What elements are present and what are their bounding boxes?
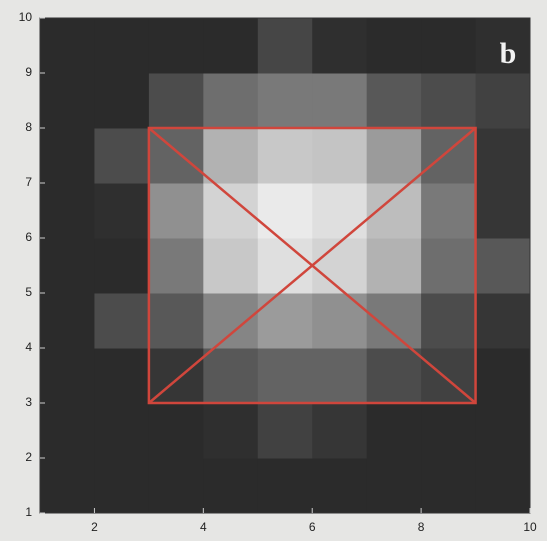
heat-cell [476, 238, 531, 294]
heat-cell [203, 458, 258, 514]
heat-cell [258, 348, 313, 404]
heat-cell [312, 73, 367, 129]
y-tick-label: 5 [25, 285, 32, 299]
heat-cell [312, 403, 367, 459]
y-tick-label: 8 [25, 120, 32, 134]
heat-cell [203, 238, 258, 294]
heat-cell [94, 348, 149, 404]
heat-cell [203, 18, 258, 74]
heat-cell [94, 18, 149, 74]
heat-cell [94, 403, 149, 459]
heat-cell [258, 403, 313, 459]
heat-cell [258, 183, 313, 239]
y-tick-label: 2 [25, 450, 32, 464]
heat-cell [258, 293, 313, 349]
heat-cell [258, 18, 313, 74]
heat-cell [94, 183, 149, 239]
heat-cell [94, 238, 149, 294]
heat-cell [40, 348, 95, 404]
heat-cell [40, 458, 95, 514]
y-tick-label: 9 [25, 65, 32, 79]
heat-cell [94, 73, 149, 129]
heat-cell [312, 348, 367, 404]
heat-cell [476, 403, 531, 459]
heat-cell [312, 128, 367, 184]
chart: 24681012345678910b [0, 0, 547, 541]
heat-cell [258, 238, 313, 294]
heat-cell [367, 348, 422, 404]
heat-cell [421, 128, 476, 184]
heat-cell [40, 403, 95, 459]
heat-cell [367, 238, 422, 294]
heat-cell [40, 238, 95, 294]
heat-cell [149, 458, 204, 514]
heat-cell [94, 128, 149, 184]
heat-cell [312, 458, 367, 514]
y-tick-label: 7 [25, 175, 32, 189]
x-tick-label: 6 [309, 520, 316, 534]
heat-cell [367, 458, 422, 514]
heat-cell [94, 293, 149, 349]
y-tick-label: 10 [19, 10, 33, 24]
heat-cell [421, 458, 476, 514]
y-tick-label: 1 [25, 505, 32, 519]
x-tick-label: 4 [200, 520, 207, 534]
heat-cell [312, 18, 367, 74]
heat-cell [421, 293, 476, 349]
y-tick-label: 6 [25, 230, 32, 244]
heat-cell [94, 458, 149, 514]
heat-cell [421, 183, 476, 239]
heat-cell [421, 73, 476, 129]
heat-cell [367, 403, 422, 459]
heat-cell [203, 403, 258, 459]
x-tick-label: 8 [418, 520, 425, 534]
heat-cell [40, 183, 95, 239]
y-tick-label: 3 [25, 395, 32, 409]
heat-cell [40, 128, 95, 184]
heat-cell [258, 128, 313, 184]
heat-cell [203, 73, 258, 129]
heat-cell [149, 18, 204, 74]
heat-cell [367, 18, 422, 74]
heat-cell [476, 348, 531, 404]
heat-cell [149, 293, 204, 349]
heat-cell [149, 73, 204, 129]
heat-cell [40, 18, 95, 74]
heat-cell [203, 348, 258, 404]
heat-cell [203, 183, 258, 239]
y-tick-label: 4 [25, 340, 32, 354]
heat-cell [476, 293, 531, 349]
heat-cell [476, 73, 531, 129]
heat-cell [258, 458, 313, 514]
heat-cell [203, 128, 258, 184]
heat-cell [312, 238, 367, 294]
heat-cell [312, 183, 367, 239]
heat-cell [312, 293, 367, 349]
heat-cell [149, 183, 204, 239]
x-tick-label: 2 [91, 520, 98, 534]
heat-cell [421, 238, 476, 294]
heat-cell [476, 128, 531, 184]
x-tick-label: 10 [523, 520, 537, 534]
panel-label: b [500, 37, 517, 70]
heat-cell [149, 238, 204, 294]
heat-cell [40, 73, 95, 129]
heat-cell [40, 293, 95, 349]
heat-cell [476, 183, 531, 239]
heat-cell [421, 18, 476, 74]
heat-cell [421, 403, 476, 459]
heat-cell [258, 73, 313, 129]
heat-cell [149, 403, 204, 459]
heat-cell [203, 293, 258, 349]
heat-cell [367, 128, 422, 184]
heat-cell [367, 73, 422, 129]
heat-cell [367, 293, 422, 349]
heat-cell [476, 458, 531, 514]
heat-cell [367, 183, 422, 239]
